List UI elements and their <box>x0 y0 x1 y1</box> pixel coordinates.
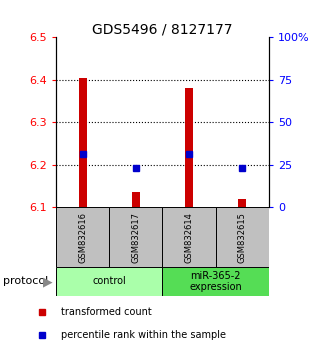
Bar <box>132 192 140 207</box>
Bar <box>238 199 246 207</box>
Text: miR-365-2
expression: miR-365-2 expression <box>189 270 242 292</box>
Bar <box>185 88 193 207</box>
Text: GSM832614: GSM832614 <box>185 212 194 263</box>
Bar <box>163 207 216 267</box>
Bar <box>109 207 163 267</box>
Text: protocol: protocol <box>3 276 48 286</box>
Text: GSM832615: GSM832615 <box>238 212 247 263</box>
Text: percentile rank within the sample: percentile rank within the sample <box>61 330 226 341</box>
Text: GSM832617: GSM832617 <box>131 212 140 263</box>
Text: GSM832616: GSM832616 <box>78 212 87 263</box>
Bar <box>56 207 109 267</box>
Bar <box>56 267 163 296</box>
Text: ▶: ▶ <box>43 275 53 288</box>
Text: transformed count: transformed count <box>61 307 152 318</box>
Text: control: control <box>92 276 126 286</box>
Bar <box>216 207 269 267</box>
Title: GDS5496 / 8127177: GDS5496 / 8127177 <box>92 22 233 36</box>
Bar <box>79 78 87 207</box>
Bar <box>163 267 269 296</box>
